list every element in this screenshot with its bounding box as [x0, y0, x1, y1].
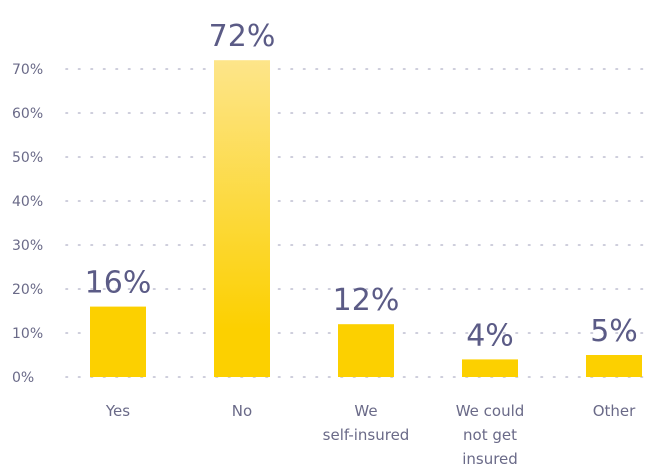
- y-tick-label: 0%: [12, 370, 34, 386]
- bar-value-label: 12%: [333, 283, 400, 318]
- y-tick-label: 50%: [12, 150, 43, 166]
- bar: [90, 306, 146, 377]
- y-tick-label: 40%: [12, 194, 43, 210]
- category-label: We: [354, 402, 377, 420]
- y-tick-label: 70%: [12, 62, 43, 78]
- bar-value-label: 5%: [590, 314, 638, 349]
- y-tick-label: 10%: [12, 326, 43, 342]
- category-label: No: [232, 402, 252, 420]
- value-labels: 16% 72% 12% 4% 5%: [85, 19, 638, 353]
- category-label: self-insured: [323, 426, 410, 444]
- category-label: not get: [463, 426, 517, 444]
- bar: [586, 355, 642, 377]
- bar: [462, 359, 518, 377]
- bar-value-label: 72%: [209, 19, 276, 54]
- category-label: We could: [456, 402, 525, 420]
- y-tick-label: 30%: [12, 238, 43, 254]
- category-labels: Yes No We self-insured We could not get insure…: [105, 402, 636, 468]
- category-label: insured: [462, 450, 518, 468]
- bars: [90, 60, 642, 377]
- y-tick-label: 60%: [12, 106, 43, 122]
- bar-value-label: 4%: [466, 318, 514, 353]
- bar-value-label: 16%: [85, 266, 152, 301]
- bar: [214, 60, 270, 377]
- category-label: Other: [593, 402, 636, 420]
- y-axis-tick-labels: 0% 10% 20% 30% 40% 50% 60% 70%: [12, 62, 43, 386]
- category-label: Yes: [105, 402, 130, 420]
- y-tick-label: 20%: [12, 282, 43, 298]
- bar: [338, 324, 394, 377]
